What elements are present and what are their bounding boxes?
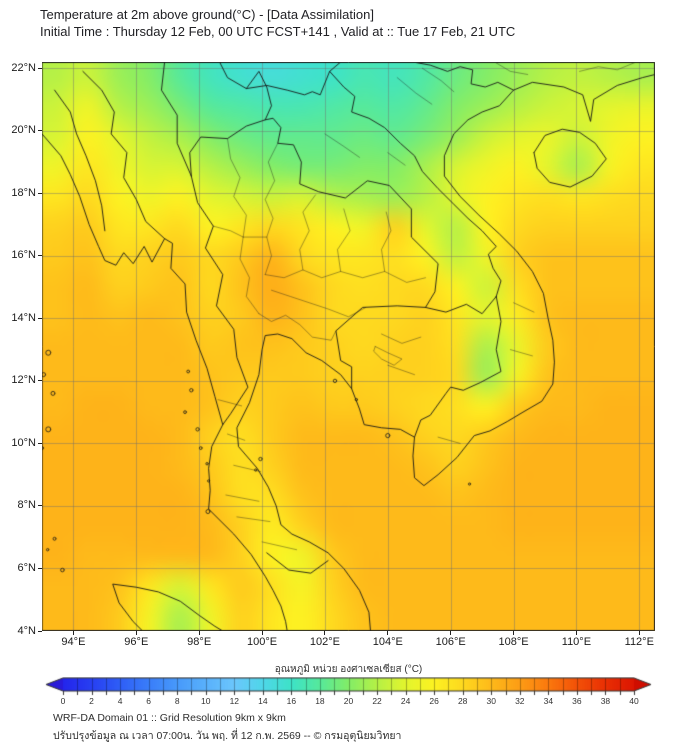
lon-tick xyxy=(135,631,137,635)
colorbar-tick-label: 16 xyxy=(286,696,297,706)
colorbar-tick-label: 20 xyxy=(343,696,354,706)
colorbar-tick-label: 14 xyxy=(258,696,268,706)
map-subtitle: Initial Time : Thursday 12 Feb, 00 UTC F… xyxy=(40,24,516,39)
colorbar-tick-label: 38 xyxy=(600,696,611,706)
lon-tick-label: 100°E xyxy=(247,636,278,648)
lon-tick-label: 104°E xyxy=(372,636,403,648)
colorbar-tick-label: 8 xyxy=(174,696,180,706)
lon-tick xyxy=(198,631,200,635)
colorbar-tick-label: 26 xyxy=(429,696,439,706)
colorbar-tick-label: 4 xyxy=(117,696,123,706)
lat-tick-label: 14°N xyxy=(11,311,36,324)
lat-tick-label: 8°N xyxy=(17,499,36,512)
lat-tick-label: 22°N xyxy=(11,61,36,74)
lat-tick-label: 4°N xyxy=(17,624,36,637)
colorbar-tick-label: 10 xyxy=(201,696,211,706)
lon-tick-label: 96°E xyxy=(124,636,149,648)
lon-tick xyxy=(575,631,577,635)
lon-tick xyxy=(513,631,515,635)
temperature-colorbar xyxy=(45,677,652,696)
colorbar-tick-label: 24 xyxy=(400,696,411,706)
lon-tick-label: 110°E xyxy=(561,636,592,648)
lon-tick-label: 106°E xyxy=(435,636,466,648)
lat-tick-label: 18°N xyxy=(11,186,36,199)
colorbar-tick-label: 36 xyxy=(572,696,582,706)
lat-tick-label: 20°N xyxy=(11,124,36,137)
lat-tick xyxy=(38,567,42,569)
colorbar-tick-label: 0 xyxy=(60,696,66,706)
lon-tick-label: 98°E xyxy=(187,636,212,648)
lon-tick xyxy=(72,631,74,635)
lat-tick-label: 16°N xyxy=(11,249,36,262)
lon-tick-label: 108°E xyxy=(498,636,529,648)
colorbar-tick-label: 40 xyxy=(629,696,639,706)
temperature-heatmap-canvas xyxy=(42,62,655,631)
lon-tick-label: 112°E xyxy=(624,636,654,648)
lat-tick xyxy=(38,255,42,257)
footer-domain-info: WRF-DA Domain 01 :: Grid Resolution 9km … xyxy=(53,712,286,724)
lat-tick xyxy=(38,67,42,69)
lat-tick-label: 6°N xyxy=(17,561,36,574)
lat-tick xyxy=(38,192,42,194)
lon-tick xyxy=(324,631,326,635)
colorbar-tick-label: 6 xyxy=(146,696,152,706)
lon-tick-label: 94°E xyxy=(61,636,86,648)
colorbar-tick-label: 22 xyxy=(372,696,382,706)
lon-tick xyxy=(387,631,389,635)
colorbar-tick-label: 18 xyxy=(315,696,325,706)
lon-tick xyxy=(638,631,640,635)
colorbar-title: อุณหภูมิ หน่วย องศาเซลเซียส (°C) xyxy=(274,664,423,675)
lat-tick xyxy=(38,442,42,444)
lat-tick xyxy=(38,630,42,632)
lon-tick xyxy=(450,631,452,635)
lon-tick-label: 102°E xyxy=(309,636,340,648)
colorbar-tick-label: 12 xyxy=(229,696,240,706)
colorbar-tick-label: 34 xyxy=(543,696,554,706)
colorbar-tick-label: 32 xyxy=(515,696,525,706)
colorbar-tick-label: 2 xyxy=(89,696,94,706)
colorbar-tick-label: 30 xyxy=(486,696,496,706)
lat-tick-label: 12°N xyxy=(11,374,36,387)
lat-tick xyxy=(38,505,42,507)
lat-tick xyxy=(38,130,42,132)
colorbar-tick-label: 28 xyxy=(457,696,468,706)
lon-tick xyxy=(261,631,263,635)
lat-tick xyxy=(38,380,42,382)
lat-tick xyxy=(38,317,42,319)
map-plot-area xyxy=(42,62,655,631)
footer-update-info: ปรับปรุงข้อมูล ณ เวลา 07:00น. วัน พฤ. ที… xyxy=(53,730,402,742)
map-title: Temperature at 2m above ground(°C) - [Da… xyxy=(40,7,374,22)
lat-tick-label: 10°N xyxy=(11,436,36,449)
